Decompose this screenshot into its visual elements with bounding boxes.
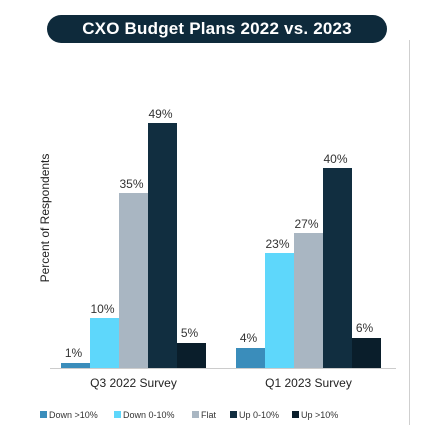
bar-flat-0 bbox=[119, 193, 148, 368]
category-label: Q1 2023 Survey bbox=[265, 376, 352, 390]
legend-entry: Down >10% bbox=[49, 410, 98, 420]
legend-entry: Flat bbox=[201, 410, 217, 420]
y-axis-label: Percent of Respondents bbox=[38, 154, 52, 283]
legend-entry: Up >10% bbox=[301, 410, 338, 420]
legend-entry: Down 0-10% bbox=[123, 410, 175, 420]
right-divider bbox=[409, 40, 410, 425]
bar-down-10--0 bbox=[61, 363, 90, 368]
data-label: 10% bbox=[90, 302, 114, 316]
chart-title-banner: CXO Budget Plans 2022 vs. 2023 bbox=[47, 15, 387, 43]
data-label: 4% bbox=[240, 331, 258, 345]
data-label: 5% bbox=[181, 326, 199, 340]
legend-swatch bbox=[40, 411, 47, 418]
bar-up-10--1 bbox=[352, 338, 381, 368]
data-label: 6% bbox=[356, 321, 374, 335]
data-label: 27% bbox=[294, 217, 318, 231]
bar-up-10--0 bbox=[177, 343, 206, 368]
bar-down-0-10--1 bbox=[265, 253, 294, 368]
category-label: Q3 2022 Survey bbox=[90, 376, 177, 390]
bar-flat-1 bbox=[294, 233, 323, 368]
bar-down-0-10--0 bbox=[90, 318, 119, 368]
bar-down-10--1 bbox=[236, 348, 265, 368]
data-label: 35% bbox=[119, 177, 143, 191]
data-label: 40% bbox=[323, 152, 347, 166]
legend-entry: Up 0-10% bbox=[239, 410, 279, 420]
data-label: 49% bbox=[148, 107, 172, 121]
bar-up-0-10--1 bbox=[323, 168, 352, 368]
data-label: 23% bbox=[265, 237, 289, 251]
chart-title: CXO Budget Plans 2022 vs. 2023 bbox=[82, 19, 352, 38]
data-label: 1% bbox=[65, 346, 83, 360]
legend-swatch bbox=[230, 411, 237, 418]
legend-swatch bbox=[114, 411, 121, 418]
legend-swatch bbox=[292, 411, 299, 418]
bar-up-0-10--0 bbox=[148, 123, 177, 368]
legend-swatch bbox=[192, 411, 199, 418]
